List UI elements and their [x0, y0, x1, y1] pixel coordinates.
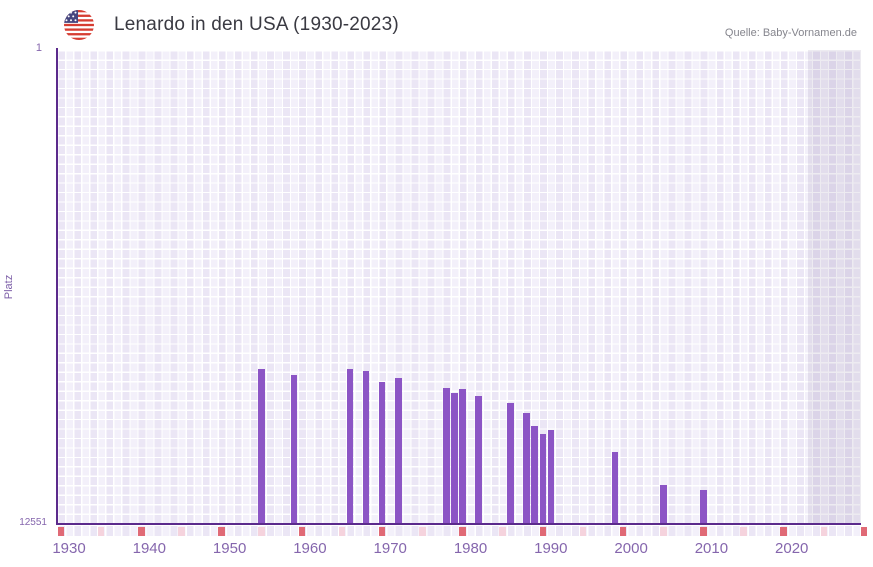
- bar-1968[interactable]: [362, 371, 370, 524]
- decade-marker-2030: [860, 526, 868, 536]
- bar-1990[interactable]: [539, 434, 547, 524]
- half-decade-marker-1935: [97, 526, 105, 536]
- source-attribution: Quelle: Baby-Vornamen.de: [724, 27, 857, 39]
- decade-marker-1930: [57, 526, 65, 536]
- bar-1972[interactable]: [394, 378, 402, 524]
- half-decade-marker-2015: [740, 526, 747, 536]
- decade-marker-1960: [298, 526, 306, 536]
- y-axis-label: Platz: [3, 274, 15, 300]
- decade-marker-1980: [459, 526, 466, 536]
- x-axis-tick-2020: 2020: [775, 540, 809, 557]
- x-axis-tick-1980: 1980: [453, 540, 488, 557]
- decade-marker-2000: [619, 526, 627, 536]
- bar-1982[interactable]: [475, 395, 482, 524]
- bar-1980[interactable]: [459, 388, 466, 524]
- half-decade-marker-1975: [419, 526, 426, 536]
- x-axis-line: [57, 523, 861, 525]
- us-flag-icon: [64, 10, 94, 40]
- half-decade-marker-1955: [258, 526, 266, 536]
- x-axis-tick-1940: 1940: [132, 540, 166, 557]
- bar-1970[interactable]: [378, 382, 386, 524]
- plot-area: [57, 50, 861, 524]
- bar-1955[interactable]: [258, 368, 266, 524]
- future-years-band: [807, 50, 861, 523]
- y-axis-tick-top: 1: [35, 42, 42, 54]
- bar-1989[interactable]: [531, 426, 539, 524]
- half-decade-marker-1965: [338, 526, 346, 536]
- half-decade-marker-1995: [579, 526, 587, 536]
- x-axis-tick-1960: 1960: [293, 540, 327, 557]
- half-decade-marker-1985: [499, 526, 506, 536]
- x-axis-tick-2010: 2010: [694, 540, 729, 557]
- decade-marker-2020: [780, 526, 787, 536]
- decade-marker-1990: [539, 526, 547, 536]
- x-axis-tick-2000: 2000: [614, 540, 648, 557]
- decade-marker-2010: [700, 526, 707, 536]
- decade-marker-1970: [378, 526, 386, 536]
- half-decade-marker-1945: [178, 526, 185, 536]
- half-decade-marker-2025: [820, 526, 828, 536]
- decade-marker-1940: [138, 526, 145, 536]
- y-axis-line: [56, 48, 58, 525]
- x-axis-tick-1970: 1970: [373, 540, 407, 557]
- bar-1986[interactable]: [507, 402, 514, 524]
- bar-1991[interactable]: [547, 429, 555, 524]
- bar-1978[interactable]: [443, 387, 450, 524]
- bar-1966[interactable]: [346, 368, 354, 524]
- x-axis-tick-1990: 1990: [534, 540, 568, 557]
- bar-2010[interactable]: [700, 489, 707, 524]
- half-decade-marker-2005: [659, 526, 667, 536]
- timeline-marker-strip: [57, 526, 868, 536]
- bar-1979[interactable]: [451, 393, 458, 524]
- bar-1999[interactable]: [611, 452, 619, 524]
- decade-marker-1950: [218, 526, 225, 536]
- x-axis-tick-1930: 1930: [52, 540, 86, 557]
- y-axis-tick-bottom: 12551: [19, 517, 47, 528]
- bar-2005[interactable]: [659, 485, 667, 524]
- x-axis-tick-1950: 1950: [212, 540, 247, 557]
- bar-1988[interactable]: [523, 413, 531, 524]
- bar-1959[interactable]: [290, 374, 298, 524]
- page-title: Lenardo in den USA (1930-2023): [114, 14, 399, 35]
